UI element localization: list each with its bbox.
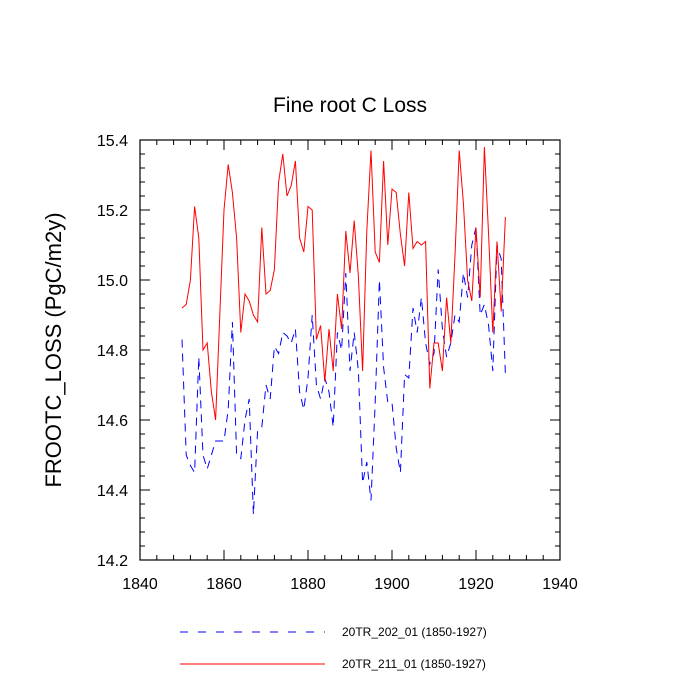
legend-label-2: 20TR_211_01 (1850-1927)	[342, 657, 486, 671]
axis-tick-labels: 1840 1860 1880 1900 1920 1940 14.2 14.4 14.6 14.8…	[97, 133, 578, 593]
x-tick-label: 1840	[122, 576, 158, 593]
series-line-1	[181, 227, 506, 515]
legend: 20TR_202_01 (1850-1927) 20TR_211_01 (1850…	[180, 625, 487, 671]
x-tick-label: 1880	[290, 576, 326, 593]
plot-lines	[181, 146, 506, 515]
legend-label-1: 20TR_202_01 (1850-1927)	[342, 625, 487, 639]
chart-title: Fine root C Loss	[273, 94, 427, 117]
x-tick-label: 1940	[542, 576, 578, 593]
axis-ticks	[139, 139, 561, 561]
y-tick-label: 14.8	[97, 343, 128, 360]
y-tick-label: 15.2	[97, 203, 128, 220]
x-tick-label: 1860	[206, 576, 242, 593]
y-tick-label: 15.0	[97, 273, 128, 290]
y-tick-label: 15.4	[97, 133, 128, 150]
y-axis-label: FROOTC_LOSS (PgC/m2y)	[41, 212, 66, 487]
x-tick-label: 1920	[458, 576, 494, 593]
series-line-2	[181, 146, 506, 421]
y-tick-label: 14.2	[97, 553, 128, 570]
y-tick-label: 14.4	[97, 483, 128, 500]
x-tick-label: 1900	[374, 576, 410, 593]
y-tick-label: 14.6	[97, 413, 128, 430]
